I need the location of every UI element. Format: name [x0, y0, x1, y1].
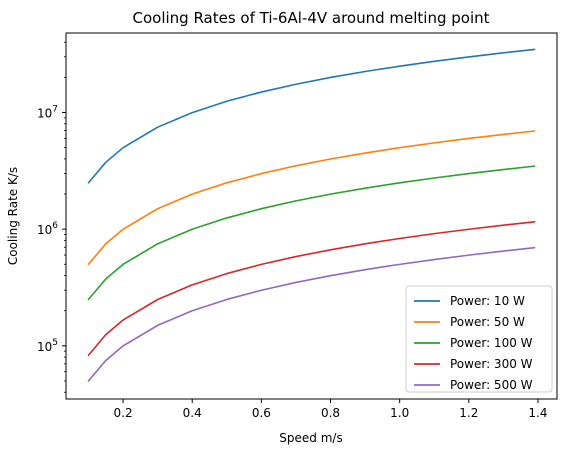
series-line-0 [87, 48, 536, 184]
x-tick-label: 0.2 [114, 406, 133, 420]
series-lines [87, 48, 536, 382]
x-axis-label: Speed m/s [279, 431, 342, 445]
y-axis-ticks: 105 106 107 [37, 41, 66, 393]
legend-entries: Power: 10 W Power: 50 W Power: 100 W Power:… [414, 294, 533, 392]
y-tick-label: 106 [37, 221, 58, 237]
chart-title: Cooling Rates of Ti-6Al-4V around meltin… [132, 9, 489, 27]
legend-label-4: Power: 500 W [450, 378, 533, 392]
x-tick-label: 0.6 [252, 406, 271, 420]
x-tick-label: 1.0 [390, 406, 409, 420]
legend-box [405, 285, 553, 393]
y-axis-label: Cooling Rate K/s [6, 167, 20, 265]
x-axis-ticks: 0.2 0.4 0.6 0.8 1.0 1.2 1.4 [114, 399, 548, 420]
legend-label-2: Power: 100 W [450, 336, 533, 350]
x-tick-label: 1.4 [528, 406, 547, 420]
legend-label-1: Power: 50 W [450, 315, 525, 329]
series-line-1 [87, 130, 536, 266]
x-tick-label: 1.2 [459, 406, 478, 420]
plot-frame [65, 32, 558, 400]
plot-area [65, 32, 558, 400]
y-tick-label: 105 [37, 338, 58, 354]
x-tick-label: 0.8 [321, 406, 340, 420]
legend: Power: 10 W Power: 50 W Power: 100 W Power:… [405, 285, 553, 393]
y-tick-label: 107 [37, 104, 58, 120]
series-line-4 [87, 246, 536, 382]
series-line-2 [87, 165, 536, 301]
legend-label-3: Power: 300 W [450, 357, 533, 371]
series-line-3 [87, 220, 536, 357]
x-tick-label: 0.4 [183, 406, 202, 420]
legend-label-0: Power: 10 W [450, 294, 525, 308]
